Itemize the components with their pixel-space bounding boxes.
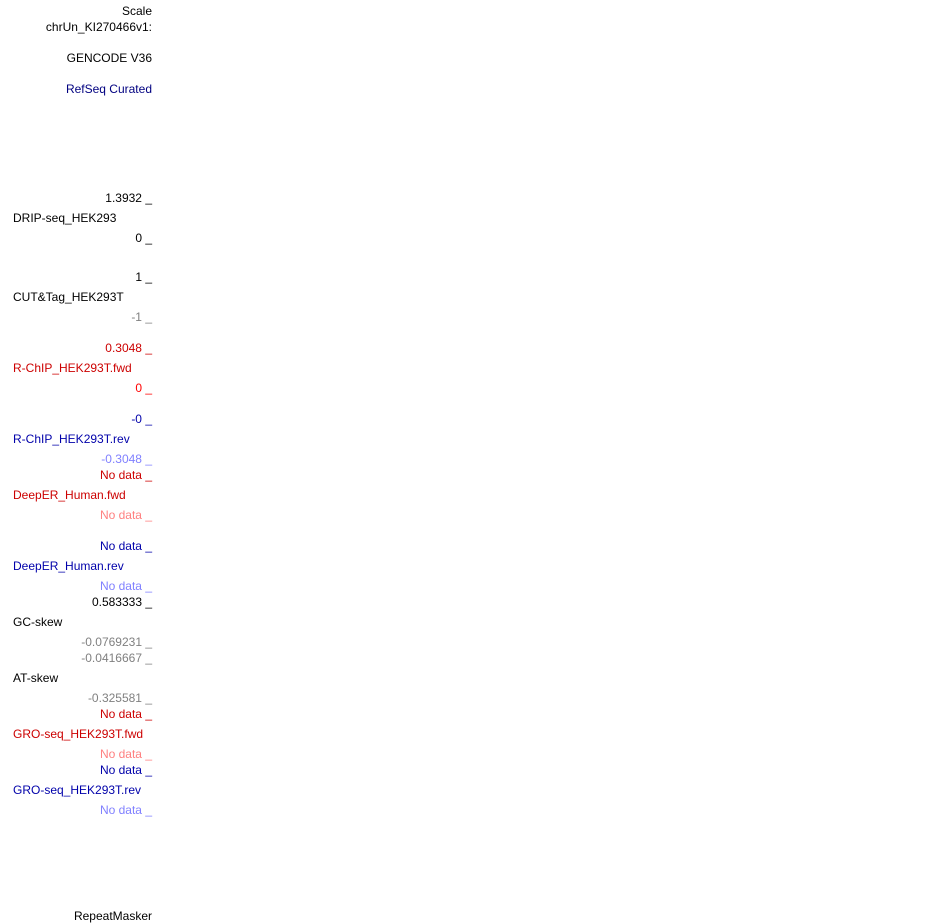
repeatmasker-track-label[interactable]: RepeatMasker bbox=[73, 909, 152, 923]
genome-browser-data-area[interactable] bbox=[160, 0, 950, 924]
deeper-fwd-min-value: No data _ bbox=[99, 508, 152, 522]
rchip-rev-min-value: -0.3048 _ bbox=[101, 452, 152, 466]
gro-seq-rev-min-value: No data _ bbox=[99, 803, 152, 817]
rchip-fwd-max-value: 0.3048 _ bbox=[105, 341, 152, 355]
drip-seq-min-value: 0 _ bbox=[135, 231, 152, 245]
deeper-fwd-track-label[interactable]: DeepER_Human.fwd bbox=[13, 488, 126, 502]
rchip-rev-track-label[interactable]: R-ChIP_HEK293T.rev bbox=[13, 432, 130, 446]
deeper-rev-max-value: No data _ bbox=[99, 539, 152, 553]
cuttag-min-value: -1 _ bbox=[131, 310, 152, 324]
chromosome-label[interactable]: chrUn_KI270466v1: bbox=[45, 20, 152, 34]
gencode-track-label[interactable]: GENCODE V36 bbox=[66, 51, 152, 65]
gro-seq-fwd-max-value: No data _ bbox=[99, 707, 152, 721]
rchip-fwd-min-value: 0 _ bbox=[135, 381, 152, 395]
scale-label[interactable]: Scale bbox=[121, 4, 152, 18]
drip-seq-max-value: 1.3932 _ bbox=[105, 191, 152, 205]
cuttag-track-label[interactable]: CUT&Tag_HEK293T bbox=[13, 290, 124, 304]
gro-seq-fwd-min-value: No data _ bbox=[99, 747, 152, 761]
refseq-track-label[interactable]: RefSeq Curated bbox=[65, 82, 152, 96]
track-label-panel: Scale chrUn_KI270466v1: GENCODE V36 RefS… bbox=[0, 0, 160, 924]
rchip-fwd-track-label[interactable]: R-ChIP_HEK293T.fwd bbox=[13, 361, 132, 375]
deeper-rev-min-value: No data _ bbox=[99, 579, 152, 593]
deeper-fwd-max-value: No data _ bbox=[99, 468, 152, 482]
at-skew-max-value: -0.0416667 _ bbox=[81, 651, 152, 665]
rchip-rev-max-value: -0 _ bbox=[131, 412, 152, 426]
drip-seq-track-label[interactable]: DRIP-seq_HEK293 bbox=[13, 211, 117, 225]
cuttag-max-value: 1 _ bbox=[135, 270, 152, 284]
deeper-rev-track-label[interactable]: DeepER_Human.rev bbox=[13, 559, 124, 573]
at-skew-min-value: -0.325581 _ bbox=[87, 691, 152, 705]
gro-seq-fwd-track-label[interactable]: GRO-seq_HEK293T.fwd bbox=[13, 727, 144, 741]
at-skew-track-label[interactable]: AT-skew bbox=[13, 671, 59, 685]
gc-skew-track-label[interactable]: GC-skew bbox=[13, 615, 63, 629]
gc-skew-max-value: 0.583333 _ bbox=[91, 595, 152, 609]
gc-skew-min-value: -0.0769231 _ bbox=[81, 635, 152, 649]
gro-seq-rev-max-value: No data _ bbox=[99, 763, 152, 777]
gro-seq-rev-track-label[interactable]: GRO-seq_HEK293T.rev bbox=[13, 783, 142, 797]
